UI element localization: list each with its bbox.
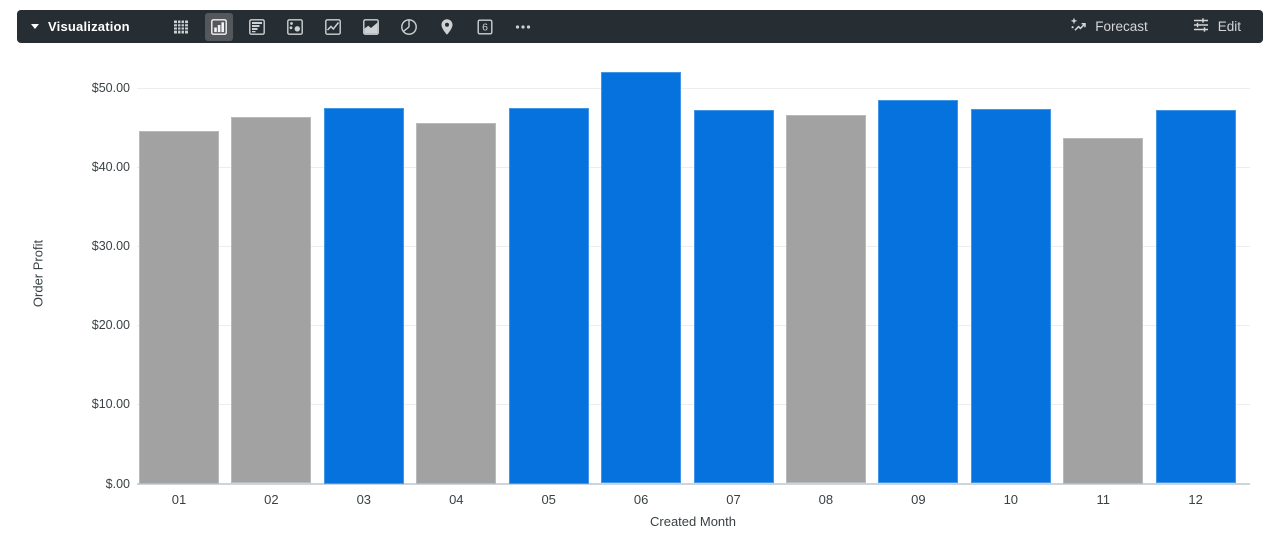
table-chart-button[interactable] (167, 13, 195, 41)
x-axis-tick-label: 01 (171, 492, 187, 507)
y-axis-tick-label: $40.00 (91, 159, 130, 174)
x-axis-tick-label: 05 (541, 492, 556, 507)
bar-month-11[interactable] (1063, 138, 1144, 484)
x-axis-tick-label: 12 (1188, 492, 1203, 507)
forecast-label: Forecast (1095, 19, 1148, 34)
y-axis-tick-label: $20.00 (91, 318, 130, 333)
area-chart-button[interactable] (357, 13, 385, 41)
single-value-icon: 6 (475, 17, 495, 37)
bar-month-06[interactable] (601, 71, 682, 484)
visualization-dropdown[interactable]: Visualization (17, 19, 130, 34)
x-axis-tick-label: 07 (726, 492, 741, 507)
bar-month-01[interactable] (139, 130, 219, 484)
x-axis-tick-label: 04 (449, 492, 464, 507)
gridline (137, 87, 1250, 89)
x-axis-tick-label: 02 (264, 492, 279, 507)
pie-chart-button[interactable] (395, 13, 423, 41)
svg-text:6: 6 (482, 21, 488, 33)
map-pin-icon (437, 17, 457, 37)
forecast-button[interactable]: Forecast (1069, 16, 1148, 37)
bar-month-03[interactable] (323, 107, 404, 484)
bar-month-10[interactable] (970, 109, 1051, 484)
more-chart-types-button[interactable] (509, 13, 537, 41)
bar-chart-icon (247, 17, 267, 37)
visualization-label: Visualization (48, 19, 130, 34)
bar-month-02[interactable] (231, 116, 312, 484)
bar-month-09[interactable] (878, 99, 959, 484)
scatter-icon (285, 17, 305, 37)
edit-button[interactable]: Edit (1192, 16, 1241, 37)
caret-down-icon (31, 24, 39, 29)
bar-month-12[interactable] (1155, 109, 1236, 484)
table-icon (171, 17, 191, 37)
scatter-chart-button[interactable] (281, 13, 309, 41)
pie-chart-icon (399, 17, 419, 37)
tune-sliders-icon (1192, 16, 1210, 37)
bar-month-08[interactable] (785, 114, 866, 484)
line-chart-button[interactable] (319, 13, 347, 41)
forecast-icon (1069, 16, 1087, 37)
x-axis-line (137, 483, 1250, 485)
line-chart-icon (323, 17, 343, 37)
y-axis-tick-label: $10.00 (91, 397, 130, 412)
y-axis-tick-label: $30.00 (91, 239, 130, 254)
x-axis-tick-label: 08 (818, 492, 834, 507)
chart-type-buttons: 6 (167, 12, 537, 41)
y-axis-title: Order Profit (30, 239, 46, 308)
column-chart-icon (209, 17, 229, 37)
visualization-toolbar: Visualization (17, 10, 1263, 43)
x-axis-tick-label: 06 (633, 492, 649, 507)
ellipsis-icon (513, 17, 533, 37)
map-chart-button[interactable] (433, 13, 461, 41)
bar-month-04[interactable] (416, 123, 497, 484)
x-axis-tick-label: 11 (1096, 492, 1110, 507)
edit-label: Edit (1217, 19, 1241, 34)
x-axis-title: Created Month (650, 514, 736, 529)
column-chart-button[interactable] (204, 12, 233, 41)
bar-month-05[interactable] (508, 107, 589, 484)
x-axis-tick-label: 09 (911, 492, 926, 507)
single-value-button[interactable]: 6 (471, 13, 499, 41)
bar-month-07[interactable] (693, 109, 774, 484)
y-axis-tick-label: $.00 (105, 476, 130, 491)
toolbar-right-actions: Forecast Edit (1069, 16, 1263, 37)
bar-chart-button[interactable] (243, 13, 271, 41)
area-chart-icon (361, 17, 381, 37)
y-axis-tick-label: $50.00 (91, 80, 130, 95)
x-axis-tick-label: 10 (1003, 492, 1019, 507)
x-axis-tick-label: 03 (356, 492, 372, 507)
